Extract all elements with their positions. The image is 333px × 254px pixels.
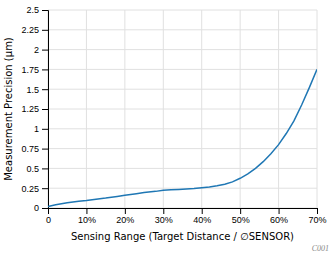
tick-label: 60% xyxy=(270,215,288,225)
tick-mark xyxy=(125,208,126,214)
tick-mark xyxy=(202,208,203,214)
tick-mark xyxy=(42,109,48,110)
tick-mark xyxy=(279,208,280,214)
grid-line xyxy=(48,168,317,169)
tick-mark xyxy=(42,149,48,150)
tick-mark xyxy=(86,208,87,214)
watermark: C001 xyxy=(312,244,329,253)
tick-label: 1.75 xyxy=(21,65,39,75)
tick-mark xyxy=(317,208,318,214)
tick-label: 50% xyxy=(232,215,250,225)
tick: 70% xyxy=(308,208,326,225)
tick-label: 1 xyxy=(34,124,39,134)
tick: 60% xyxy=(270,208,288,225)
grid-line xyxy=(48,10,317,11)
tick-label: 70% xyxy=(308,215,326,225)
y-axis-title: Measurement Precision (µm) xyxy=(3,37,14,181)
axis-line xyxy=(49,209,318,215)
tick-mark xyxy=(42,188,48,189)
y-axis: 0 0.25 0.5 0.75 1 1.25 1.5 1.75 2 2.25 2.5 xyxy=(21,5,48,213)
tick-mark xyxy=(42,50,48,51)
tick: 2 xyxy=(34,45,48,55)
grid-line xyxy=(48,148,317,149)
grid-line xyxy=(48,89,317,90)
axis-line xyxy=(42,11,49,209)
tick-mark xyxy=(42,168,48,169)
tick-label: 1.5 xyxy=(26,85,39,95)
grid-line xyxy=(48,109,317,110)
tick: 30% xyxy=(155,208,173,225)
tick: 50% xyxy=(232,208,250,225)
tick-mark xyxy=(42,10,48,11)
tick-mark xyxy=(42,208,48,209)
tick: 0 xyxy=(46,208,51,225)
tick: 1.5 xyxy=(26,85,48,95)
tick-mark xyxy=(42,69,48,70)
tick-label: 2 xyxy=(34,45,39,55)
tick-label: 40% xyxy=(193,215,211,225)
tick-label: 2.25 xyxy=(21,25,39,35)
grid xyxy=(48,10,317,208)
series xyxy=(48,69,317,206)
tick-label: 0 xyxy=(34,203,39,213)
tick: 2.25 xyxy=(21,25,48,35)
grid-line xyxy=(48,69,317,70)
tick-label: 30% xyxy=(155,215,173,225)
x-axis: 0 10% 20% 30% 40% 50% 60% 70% xyxy=(46,208,327,225)
x-axis-title: Sensing Range (Target Distance / ∅SENSOR… xyxy=(71,231,294,242)
tick-label: 0.75 xyxy=(21,144,39,154)
tick: 0.5 xyxy=(26,164,48,174)
tick: 10% xyxy=(78,208,96,225)
tick: 2.5 xyxy=(26,5,48,15)
tick: 20% xyxy=(116,208,134,225)
tick-mark xyxy=(240,208,241,214)
tick-mark xyxy=(163,208,164,214)
tick-label: 1.25 xyxy=(21,104,39,114)
tick: 1.75 xyxy=(21,65,48,75)
tick-mark xyxy=(42,129,48,130)
tick-label: 0.5 xyxy=(26,164,39,174)
chart: 0 10% 20% 30% 40% 50% 60% 70% 0 0.25 0.5 0.75 1 1.25 1… xyxy=(0,0,333,254)
tick: 40% xyxy=(193,208,211,225)
line xyxy=(48,69,317,206)
tick-label: 2.5 xyxy=(26,5,39,15)
tick: 1 xyxy=(34,124,48,134)
grid-line xyxy=(48,29,317,30)
tick-mark xyxy=(42,89,48,90)
tick: 0.25 xyxy=(21,184,48,194)
tick-mark xyxy=(42,30,48,31)
tick: 0 xyxy=(34,203,48,213)
grid-line xyxy=(48,49,317,50)
tick-label: 0.25 xyxy=(21,184,39,194)
grid-line xyxy=(48,128,317,129)
plot: 0 10% 20% 30% 40% 50% 60% 70% 0 0.25 0.5 0.75 1 1.25 1… xyxy=(21,5,326,225)
tick-label: 0 xyxy=(46,215,51,225)
tick: 0.75 xyxy=(21,144,48,154)
tick-label: 20% xyxy=(116,215,134,225)
tick: 1.25 xyxy=(21,104,48,114)
tick-label: 10% xyxy=(78,215,96,225)
